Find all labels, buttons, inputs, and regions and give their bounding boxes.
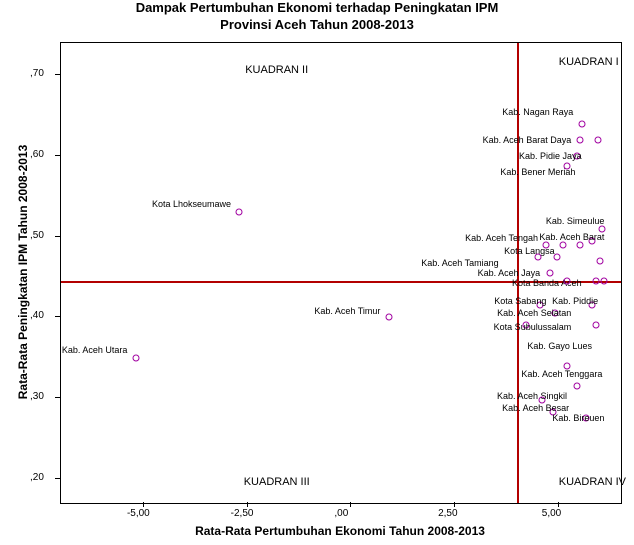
point-label: Kab. Aceh Timur — [314, 306, 380, 316]
point-label: Kab. Aceh Tenggara — [521, 369, 602, 379]
scatter-point — [593, 322, 600, 329]
point-label: Kab. Aceh Tamiang — [421, 258, 498, 268]
x-tick-label: -5,00 — [127, 508, 150, 519]
point-label: Kota Langsa — [504, 246, 555, 256]
quadrant-label: KUADRAN I — [559, 56, 619, 68]
point-label: Kota Sabang — [494, 296, 546, 306]
y-tick-label: ,20 — [30, 472, 44, 483]
scatter-point — [576, 136, 583, 143]
plot-area: KUADRAN IKUADRAN IIKUADRAN IIIKUADRAN IV… — [60, 42, 622, 504]
x-axis-title: Rata-Rata Pertumbuhan Ekonomi Tahun 2008… — [60, 524, 620, 538]
point-label: Kab. Aceh Utara — [62, 345, 128, 355]
point-label: Kab. Aceh Selatan — [497, 308, 571, 318]
scatter-point — [535, 253, 542, 260]
scatter-point — [559, 241, 566, 248]
scatter-point — [547, 270, 554, 277]
scatter-point — [597, 257, 604, 264]
x-tick-label: -2,50 — [231, 508, 254, 519]
scatter-point — [132, 354, 139, 361]
y-tick-mark — [55, 478, 60, 479]
quadrant-label: KUADRAN IV — [559, 476, 626, 488]
y-axis-title: Rata-Rata Peningkatan IPM Tahun 2008-201… — [16, 42, 30, 502]
point-label: Kab. Simeulue — [546, 216, 605, 226]
y-tick-mark — [55, 74, 60, 75]
point-label: Kab. Pidie Jaya — [519, 151, 582, 161]
y-tick-label: ,30 — [30, 391, 44, 402]
x-tick-mark — [454, 502, 455, 507]
point-label: Kab. Aceh Jaya — [478, 268, 541, 278]
y-tick-label: ,70 — [30, 68, 44, 79]
quadrant-label: KUADRAN II — [245, 64, 308, 76]
scatter-point — [574, 382, 581, 389]
scatter-point — [601, 278, 608, 285]
x-tick-mark — [558, 502, 559, 507]
chart-title-line2: Provinsi Aceh Tahun 2008-2013 — [0, 17, 634, 32]
y-tick-mark — [55, 397, 60, 398]
y-tick-mark — [55, 155, 60, 156]
scatter-point — [593, 278, 600, 285]
x-tick-mark — [350, 502, 351, 507]
y-tick-label: ,40 — [30, 310, 44, 321]
quadrant-label: KUADRAN III — [244, 476, 310, 488]
scatter-point — [385, 314, 392, 321]
scatter-point — [564, 278, 571, 285]
y-tick-mark — [55, 316, 60, 317]
x-tick-label: ,00 — [334, 508, 348, 519]
x-tick-label: 5,00 — [542, 508, 561, 519]
scatter-point — [595, 136, 602, 143]
point-label: Kab. Aceh Besar — [502, 403, 569, 413]
point-label: Kab. Gayo Lues — [527, 341, 592, 351]
chart-container: Dampak Pertumbuhan Ekonomi terhadap Peni… — [0, 0, 634, 545]
point-label: Kab. Aceh Barat Daya — [483, 135, 572, 145]
chart-title-line1: Dampak Pertumbuhan Ekonomi terhadap Peni… — [0, 0, 634, 15]
point-label: Kab. Aceh Barat — [539, 232, 604, 242]
scatter-point — [553, 253, 560, 260]
point-label: Kab. Aceh Tengah — [465, 233, 538, 243]
scatter-point — [576, 241, 583, 248]
y-tick-label: ,50 — [30, 230, 44, 241]
point-label: Kab. Nagan Raya — [502, 107, 573, 117]
x-tick-label: 2,50 — [438, 508, 457, 519]
point-label: Kab. Piddie — [552, 296, 598, 306]
scatter-point — [236, 209, 243, 216]
y-tick-mark — [55, 236, 60, 237]
point-label: Kota Banda Aceh — [512, 278, 582, 288]
y-tick-label: ,60 — [30, 149, 44, 160]
point-label: Kota Lhokseumawe — [152, 199, 231, 209]
scatter-point — [578, 120, 585, 127]
point-label: Kab. Bener Meriah — [500, 167, 575, 177]
x-tick-mark — [247, 502, 248, 507]
point-label: Kota Subulussalam — [494, 322, 572, 332]
point-label: Kab. Bireuen — [552, 413, 604, 423]
x-tick-mark — [143, 502, 144, 507]
point-label: Kab. Aceh Singkil — [497, 391, 567, 401]
